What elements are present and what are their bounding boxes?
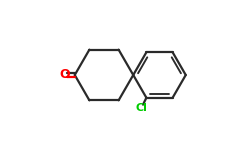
Text: Cl: Cl xyxy=(136,103,147,113)
Text: O: O xyxy=(59,69,70,81)
